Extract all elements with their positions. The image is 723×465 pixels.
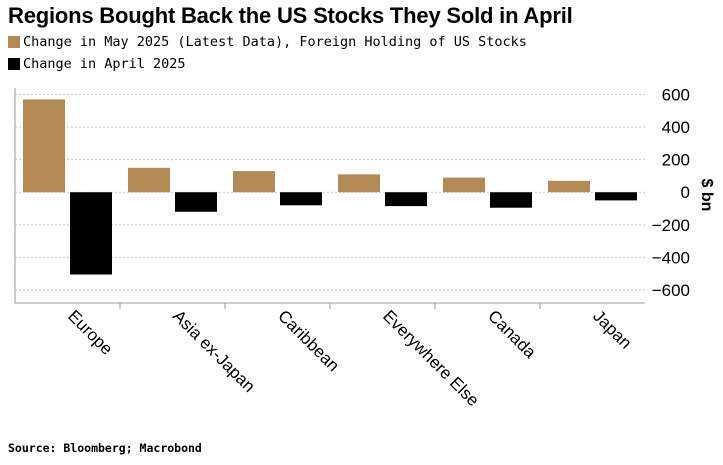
legend-label-may-2025: Change in May 2025 (Latest Data), Foreig… xyxy=(23,34,527,50)
legend-swatch-may-2025 xyxy=(8,36,20,48)
bar-may-2025 xyxy=(23,99,65,193)
x-category-label: Caribbean xyxy=(274,306,343,375)
x-category-label: Asia ex-Japan xyxy=(169,306,259,396)
y-axis-unit-label: $ bn xyxy=(698,179,715,212)
bar-april-2025 xyxy=(70,192,112,275)
bar-may-2025 xyxy=(548,180,590,193)
y-tick-label: 600 xyxy=(662,86,690,105)
x-category-label: Japan xyxy=(589,306,635,352)
y-tick-label: 0 xyxy=(681,183,690,202)
bar-may-2025 xyxy=(443,177,485,193)
y-tick-label: −200 xyxy=(652,216,690,235)
source-note: Source: Bloomberg; Macrobond xyxy=(8,441,202,455)
legend-item-april-2025: Change in April 2025 xyxy=(8,55,186,73)
chart-title: Regions Bought Back the US Stocks They S… xyxy=(8,3,573,28)
x-category-label: Canada xyxy=(484,306,540,362)
y-tick-label: 200 xyxy=(662,151,690,170)
bar-april-2025 xyxy=(175,192,217,212)
bar-may-2025 xyxy=(233,171,275,193)
bar-may-2025 xyxy=(128,167,170,193)
x-category-label: Everywhere Else xyxy=(379,306,483,410)
y-tick-label: −600 xyxy=(652,281,690,300)
bar-april-2025 xyxy=(385,192,427,207)
x-category-label: Europe xyxy=(64,306,116,358)
bar-april-2025 xyxy=(280,192,322,206)
legend-item-may-2025: Change in May 2025 (Latest Data), Foreig… xyxy=(8,33,527,51)
bar-april-2025 xyxy=(595,192,637,201)
bar-april-2025 xyxy=(490,192,532,208)
legend-swatch-april-2025 xyxy=(8,58,20,70)
legend-label-april-2025: Change in April 2025 xyxy=(23,56,186,72)
bar-may-2025 xyxy=(338,174,380,193)
y-tick-label: 400 xyxy=(662,118,690,137)
y-tick-label: −400 xyxy=(652,248,690,267)
